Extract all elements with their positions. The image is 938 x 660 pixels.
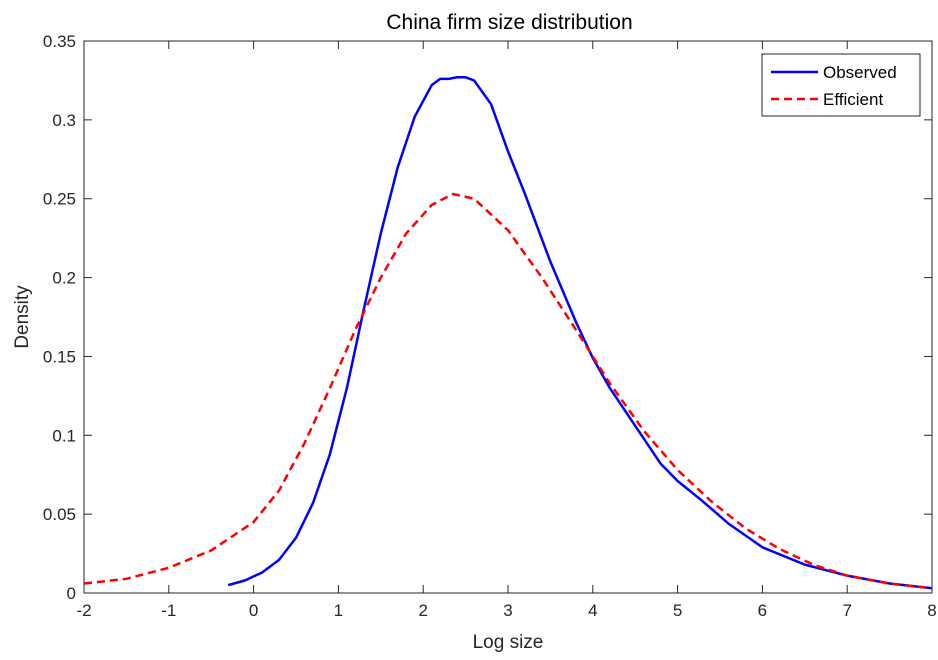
x-tick-label: 5 (673, 601, 682, 620)
y-tick-label: 0.3 (52, 111, 76, 130)
y-tick-label: 0.1 (52, 426, 76, 445)
legend-label-observed: Observed (823, 63, 897, 82)
x-tick-label: 3 (503, 601, 512, 620)
plot-area (84, 41, 932, 593)
x-tick-label: 1 (334, 601, 343, 620)
series-layer (83, 76, 933, 590)
y-tick-label: 0.2 (52, 269, 76, 288)
x-tick-label: 2 (418, 601, 427, 620)
chart-title: China firm size distribution (386, 11, 632, 34)
y-tick-label: 0 (67, 584, 76, 603)
series-line-observed (227, 76, 933, 590)
x-axis: -2 -1 0 1 2 3 4 5 6 7 8 (76, 41, 937, 620)
y-axis-title: Density (12, 285, 33, 349)
series-line-efficient (83, 192, 933, 590)
x-axis-title: Log size (473, 632, 544, 653)
axes-box (83, 40, 933, 594)
x-tick-label: 8 (927, 601, 936, 620)
y-tick-label: 0.25 (43, 190, 76, 209)
x-tick-label: 7 (842, 601, 851, 620)
y-axis: 0 0.05 0.1 0.15 0.2 0.25 0.3 0.35 (43, 32, 932, 603)
x-tick-label: 0 (249, 601, 258, 620)
x-tick-label: 6 (758, 601, 767, 620)
legend-box (761, 53, 921, 117)
y-tick-label: 0.15 (43, 347, 76, 366)
x-tick-label: -2 (76, 601, 91, 620)
y-tick-label: 0.05 (43, 505, 76, 524)
legend: Observed Efficient (761, 53, 921, 117)
x-tick-label: 4 (588, 601, 597, 620)
x-tick-label: -1 (161, 601, 176, 620)
y-tick-label: 0.35 (43, 32, 76, 51)
legend-label-efficient: Efficient (823, 90, 883, 109)
